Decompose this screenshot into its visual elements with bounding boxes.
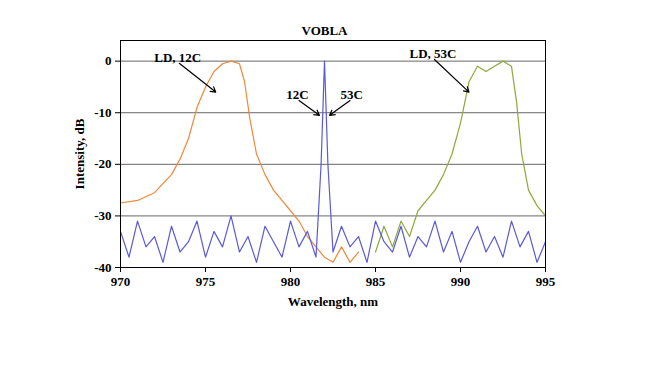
svg-text:53C: 53C xyxy=(340,87,362,102)
svg-text:Intensity, dB: Intensity, dB xyxy=(72,118,87,189)
svg-text:975: 975 xyxy=(196,274,216,289)
svg-text:990: 990 xyxy=(451,274,471,289)
svg-text:980: 980 xyxy=(281,274,301,289)
svg-text:-20: -20 xyxy=(94,156,111,171)
svg-text:970: 970 xyxy=(111,274,131,289)
svg-text:-10: -10 xyxy=(94,105,111,120)
svg-text:-40: -40 xyxy=(94,260,111,275)
svg-text:Wavelength, nm: Wavelength, nm xyxy=(288,294,378,309)
svg-text:LD, 53C: LD, 53C xyxy=(410,46,457,61)
svg-text:-30: -30 xyxy=(94,208,111,223)
svg-text:LD, 12C: LD, 12C xyxy=(154,50,201,65)
svg-text:12C: 12C xyxy=(286,87,308,102)
svg-text:0: 0 xyxy=(105,53,112,68)
svg-text:985: 985 xyxy=(366,274,386,289)
svg-text:995: 995 xyxy=(536,274,556,289)
svg-text:VOBLA: VOBLA xyxy=(302,23,349,38)
